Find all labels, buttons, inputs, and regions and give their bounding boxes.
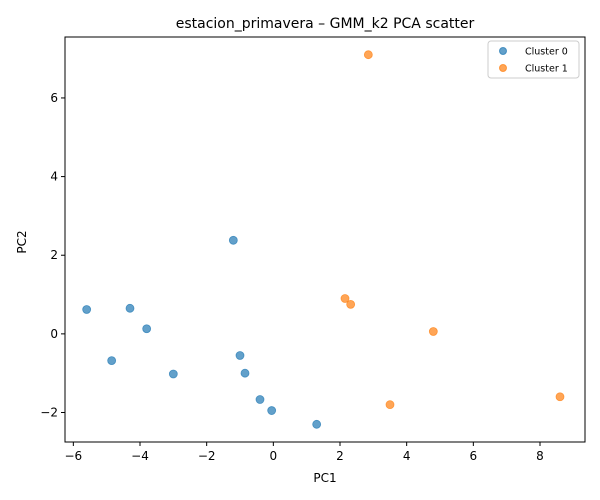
- legend-marker-cluster-1: [499, 64, 507, 72]
- x-tick-label: 0: [270, 449, 278, 463]
- x-tick-label: −6: [64, 449, 82, 463]
- y-tick-label: 4: [50, 170, 58, 184]
- y-tick-label: −2: [40, 406, 58, 420]
- point-cluster-1-0: [363, 50, 373, 60]
- legend-label-cluster-0: Cluster 0: [525, 47, 568, 58]
- y-axis-ticks: −2 0 2 4 6: [40, 91, 65, 420]
- point-cluster-0-9: [267, 406, 277, 415]
- point-cluster-0-6: [235, 351, 245, 360]
- x-axis-label: PC1: [313, 471, 336, 485]
- point-cluster-0-7: [240, 368, 250, 378]
- y-tick-label: 6: [50, 91, 58, 105]
- points-layer: [82, 50, 565, 429]
- point-cluster-0-8: [255, 395, 265, 404]
- x-tick-label: 6: [470, 449, 478, 463]
- point-cluster-1-2: [346, 299, 356, 309]
- point-cluster-0-2: [142, 324, 152, 334]
- chart-title: estacion_primavera – GMM_k2 PCA scatter: [176, 16, 475, 32]
- y-tick-label: 0: [50, 327, 58, 341]
- point-cluster-0-10: [312, 419, 322, 429]
- point-cluster-0-0: [82, 305, 92, 314]
- x-tick-label: −4: [131, 449, 149, 463]
- x-tick-label: −2: [198, 449, 216, 463]
- point-cluster-0-3: [107, 356, 117, 366]
- legend-marker-cluster-0: [499, 47, 507, 55]
- legend-label-cluster-1: Cluster 1: [525, 64, 568, 75]
- x-tick-label: 2: [336, 449, 344, 463]
- x-tick-label: 8: [536, 449, 544, 463]
- plot-frame: [64, 36, 586, 443]
- point-cluster-0-5: [228, 235, 238, 245]
- point-cluster-1-1: [340, 294, 350, 303]
- point-cluster-1-3: [428, 327, 438, 336]
- y-axis-label: PC2: [15, 230, 29, 253]
- legend: Cluster 0 Cluster 1: [487, 40, 580, 79]
- x-axis-ticks: −6 −4 −2 0 2 4 6 8: [64, 442, 544, 463]
- legend-box: [487, 40, 580, 79]
- point-cluster-1-5: [555, 392, 565, 402]
- point-cluster-0-1: [125, 303, 135, 313]
- y-tick-label: 2: [50, 248, 58, 262]
- x-tick-label: 4: [403, 449, 411, 463]
- point-cluster-1-4: [385, 400, 395, 410]
- point-cluster-0-4: [168, 369, 178, 379]
